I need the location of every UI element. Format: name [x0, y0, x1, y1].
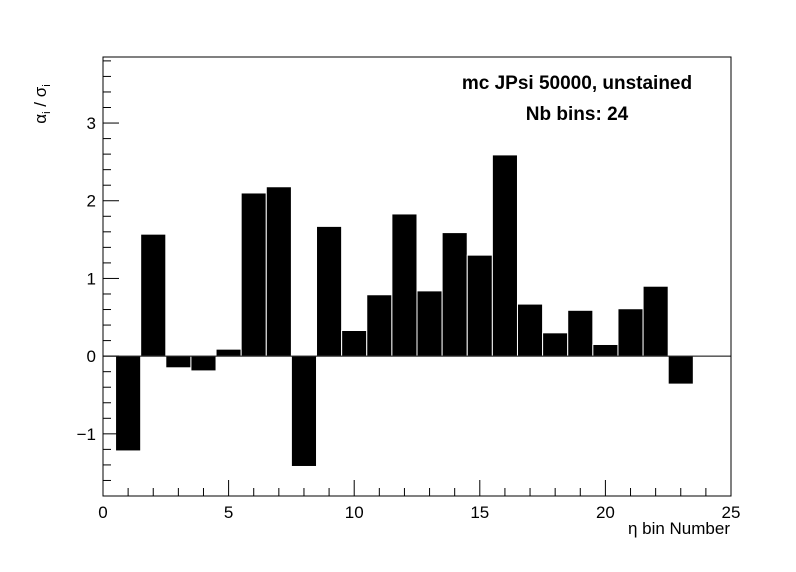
- bar-bin-14: [441, 232, 468, 357]
- y-tick-label-1: 1: [87, 269, 96, 288]
- bars-group: [115, 154, 694, 467]
- annotation-nbins: Nb bins: 24: [526, 104, 629, 125]
- bar-bin-3: [165, 355, 192, 369]
- bar-bin-16: [491, 154, 518, 357]
- y-axis-title-alpha: α: [31, 114, 50, 124]
- y-tick-label-0: 0: [87, 347, 96, 366]
- bar-bin-13: [416, 290, 443, 357]
- plot-frame: [102, 56, 732, 497]
- x-tick-label-15: 15: [470, 503, 489, 522]
- y-axis-ticks: −1 0 1 2 3: [77, 60, 119, 497]
- x-tick-label-10: 10: [345, 503, 364, 522]
- y-axis-title-sigma-sub: i: [41, 84, 53, 86]
- y-tick-label-2: 2: [87, 192, 96, 211]
- bar-bin-15: [466, 254, 493, 357]
- bar-bin-9: [316, 225, 343, 357]
- bar-bin-21: [617, 308, 644, 357]
- bar-bin-4: [190, 355, 217, 372]
- bar-bin-2: [140, 233, 167, 357]
- bar-bin-20: [592, 343, 619, 357]
- y-tick-label-3: 3: [87, 114, 96, 133]
- bar-bin-1: [115, 355, 142, 452]
- x-tick-label-20: 20: [596, 503, 615, 522]
- x-tick-label-25: 25: [722, 503, 741, 522]
- x-axis-title: η bin Number: [628, 519, 730, 538]
- bar-bin-7: [265, 186, 292, 357]
- bar-bin-5: [215, 348, 242, 357]
- bar-bin-19: [567, 309, 594, 357]
- bar-bin-10: [341, 330, 368, 357]
- bar-bin-18: [542, 332, 569, 357]
- y-axis-title-alpha-sub: i: [41, 111, 53, 113]
- bar-bin-17: [516, 303, 544, 357]
- y-axis-title-sigma: σ: [31, 86, 50, 97]
- x-axis-ticks: 0 5 10 15 20 25: [98, 480, 740, 522]
- bar-bin-8: [290, 355, 318, 467]
- bar-bin-11: [366, 294, 393, 357]
- x-tick-label-5: 5: [224, 503, 233, 522]
- bar-bin-23: [667, 355, 694, 385]
- annotation-title: mc JPsi 50000, unstained: [462, 73, 692, 94]
- y-axis-title: αi / σi: [31, 84, 53, 123]
- bar-bin-6: [240, 192, 267, 357]
- bar-bin-12: [391, 213, 418, 357]
- bar-bin-22: [642, 285, 669, 357]
- y-axis-title-sep: /: [31, 97, 50, 111]
- x-tick-label-0: 0: [98, 503, 107, 522]
- y-tick-label--1: −1: [77, 425, 96, 444]
